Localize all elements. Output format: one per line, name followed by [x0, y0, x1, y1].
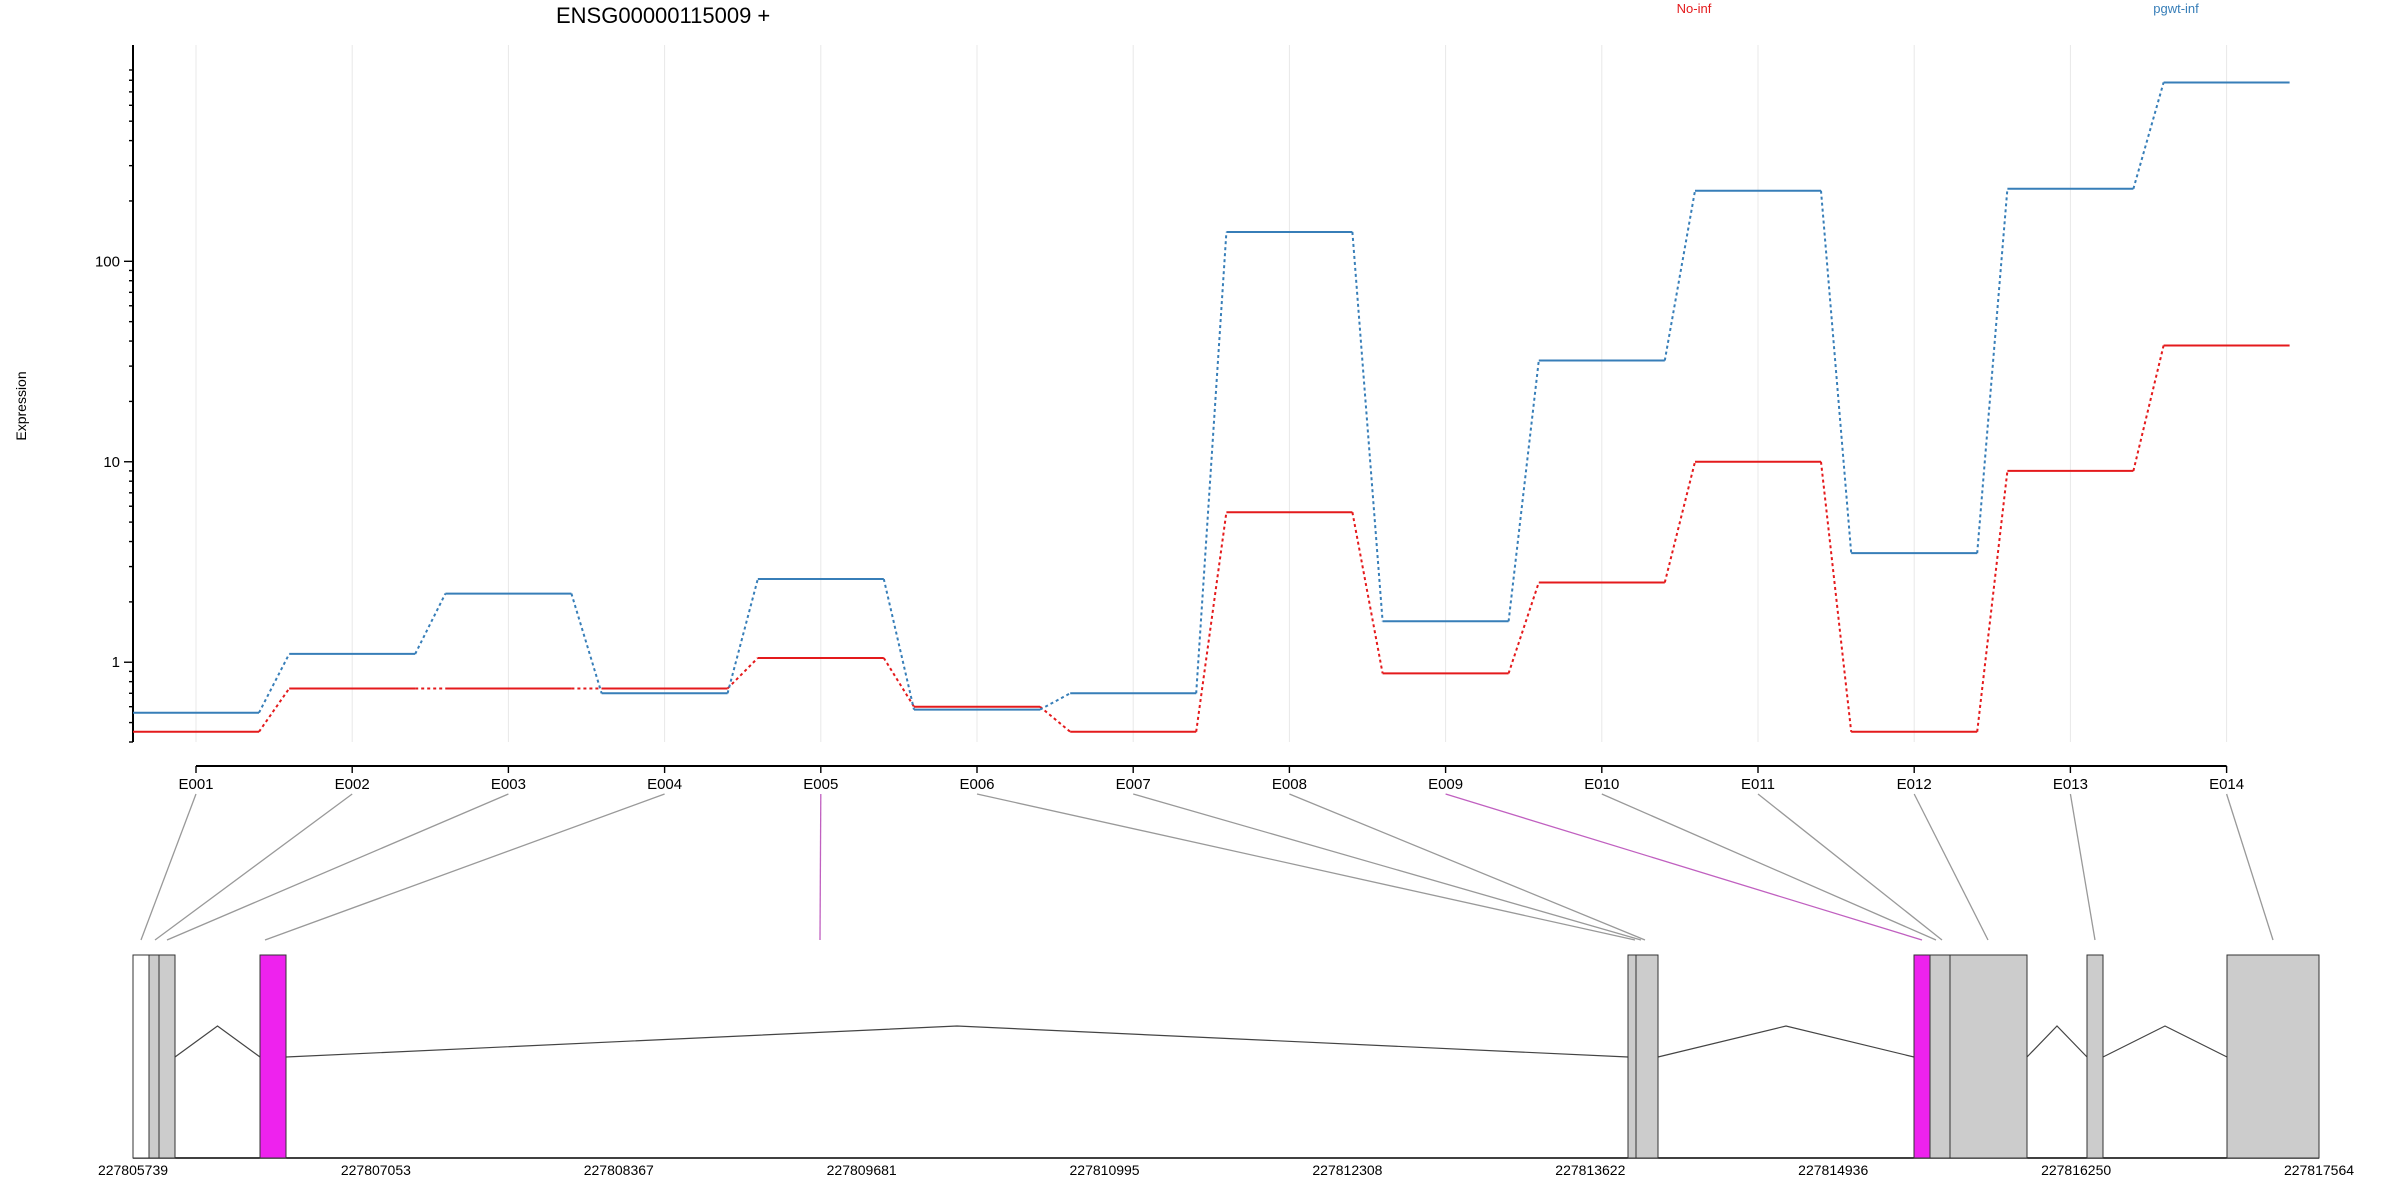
x-tick-label-e010: E010 [1584, 776, 1619, 793]
series-transition [570, 593, 603, 694]
x-tick-label-e006: E006 [959, 776, 994, 793]
series-transition [726, 578, 759, 694]
x-tick-label-e014: E014 [2209, 776, 2244, 793]
exon-connector-e012 [1913, 793, 1989, 941]
x-tick-label-e005: E005 [803, 776, 838, 793]
genomic-tick-label: 227814936 [1798, 1162, 1868, 1178]
series-transition [1195, 512, 1228, 732]
expression-series [133, 81, 2290, 733]
series-transition [1195, 231, 1228, 694]
intron-line [2102, 1025, 2228, 1058]
exon-box [2086, 954, 2104, 1159]
series-transition [258, 687, 291, 733]
exon-connector-e014 [2225, 793, 2274, 941]
exon-box [259, 954, 287, 1159]
exon-connector-e002 [154, 793, 353, 941]
vertical-gridlines [195, 45, 2228, 742]
series-transition [1351, 512, 1384, 674]
series-transition [1039, 692, 1071, 711]
exon-connector-e013 [2069, 793, 2096, 941]
y-tick-label: 1 [112, 654, 120, 671]
genomic-tick-label: 227810995 [1070, 1162, 1140, 1178]
x-tick-label-e004: E004 [647, 776, 682, 793]
series-transition [1507, 582, 1540, 674]
series-transition [258, 653, 291, 714]
series-pgwt-inf [133, 81, 2290, 714]
series-transition [1663, 190, 1696, 361]
exon-box [1949, 954, 2028, 1159]
series-transition [882, 578, 915, 710]
genomic-tick-label: 227809681 [827, 1162, 897, 1178]
exon-connector-e007 [1133, 793, 1642, 941]
exon-box [2226, 954, 2320, 1159]
exon-connector-e001 [140, 793, 197, 941]
series-transition [414, 593, 447, 655]
exon-connector-e010 [1601, 793, 1937, 941]
series-transition [882, 657, 915, 708]
genomic-tick-label: 227805739 [98, 1162, 168, 1178]
intron-line [174, 1025, 261, 1058]
series-transition [2132, 345, 2165, 472]
legend-no-inf: No-inf [1677, 1, 1712, 16]
x-tick-label-e001: E001 [178, 776, 213, 793]
exon-connector-e004 [264, 793, 665, 941]
series-transition [726, 657, 759, 690]
exon-connector-e009 [1445, 793, 1923, 941]
x-tick-label-e008: E008 [1272, 776, 1307, 793]
intron-line [285, 1025, 1629, 1058]
y-tick-label: 10 [103, 454, 120, 471]
y-tick-label: 100 [95, 253, 120, 270]
series-transition [2132, 82, 2165, 190]
exon-connector-e008 [1289, 793, 1646, 941]
x-tick-label-e012: E012 [1897, 776, 1932, 793]
x-tick-label-e002: E002 [335, 776, 370, 793]
genomic-tick-label: 227813622 [1555, 1162, 1625, 1178]
exon-box [1929, 954, 1951, 1159]
exon-box [1635, 954, 1659, 1159]
exon-box [148, 954, 160, 1159]
axes: 1 10 100 E001 E002 E003 E004 E005 E006 E007 E008 E0… [95, 45, 2244, 793]
exon-connector-e005 [819, 793, 822, 941]
series-transition [1663, 461, 1696, 583]
exon-connector-e006 [976, 793, 1636, 941]
exon-box [132, 954, 150, 1159]
genomic-tick-label: 227807053 [341, 1162, 411, 1178]
exon-box [1627, 954, 1637, 1159]
legend-pgwt-inf: pgwt-inf [2153, 1, 2199, 16]
intron-line [2026, 1025, 2088, 1058]
x-tick-label-e009: E009 [1428, 776, 1463, 793]
series-no-inf [133, 344, 2290, 733]
exon-connector-e003 [166, 793, 509, 941]
series-transition [1039, 705, 1071, 733]
x-tick-label-e003: E003 [491, 776, 526, 793]
series-transition [1976, 470, 2009, 732]
genomic-tick-label: 227808367 [584, 1162, 654, 1178]
exon-connector-lines [140, 793, 2274, 941]
x-tick-label-e007: E007 [1116, 776, 1151, 793]
chart-title: ENSG00000115009 + [556, 3, 770, 28]
series-transition [1820, 190, 1853, 554]
y-axis-label: Expression [13, 371, 29, 440]
exon-box [158, 954, 176, 1159]
exon-connector-e011 [1757, 793, 1943, 941]
x-tick-label-e011: E011 [1741, 776, 1775, 793]
series-transition [1976, 188, 2009, 554]
genomic-tick-label: 227812308 [1312, 1162, 1382, 1178]
series-transition [1507, 360, 1540, 622]
exon-box [1913, 954, 1931, 1159]
genomic-tick-label: 227816250 [2041, 1162, 2111, 1178]
intron-line [1657, 1025, 1915, 1058]
genomic-tick-label: 227817564 [2284, 1162, 2354, 1178]
gene-model: 227805739 227807053 227808367 227809681 2278… [98, 954, 2354, 1178]
series-transition [1351, 231, 1384, 622]
x-tick-label-e013: E013 [2053, 776, 2088, 793]
